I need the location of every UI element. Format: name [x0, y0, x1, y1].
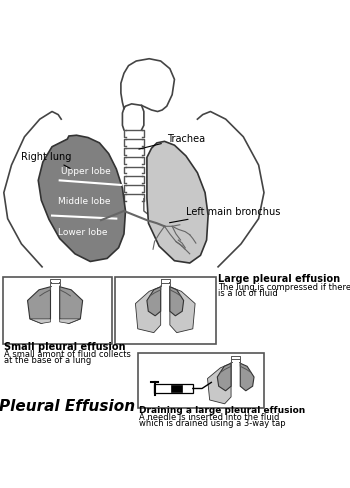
FancyBboxPatch shape [115, 277, 216, 345]
Polygon shape [28, 287, 50, 324]
Text: which is drained using a 3-way tap: which is drained using a 3-way tap [139, 418, 286, 427]
Polygon shape [135, 287, 161, 333]
FancyBboxPatch shape [138, 354, 264, 408]
Text: Lower lobe: Lower lobe [58, 227, 107, 237]
Text: Pleural Effusion: Pleural Effusion [0, 398, 135, 413]
Polygon shape [147, 142, 208, 264]
Polygon shape [147, 287, 161, 316]
Text: The lung is compressed if there: The lung is compressed if there [218, 283, 350, 291]
Polygon shape [208, 364, 231, 404]
Text: Upper lobe: Upper lobe [61, 166, 111, 175]
Text: Middle lobe: Middle lobe [58, 197, 110, 206]
Text: A small amont of fluid collects: A small amont of fluid collects [4, 349, 131, 358]
Polygon shape [170, 287, 195, 333]
FancyBboxPatch shape [3, 277, 112, 345]
Polygon shape [170, 287, 184, 316]
Polygon shape [60, 319, 80, 324]
Text: Large pleural effusion: Large pleural effusion [218, 274, 340, 284]
Text: Trachea: Trachea [139, 133, 205, 150]
Polygon shape [217, 364, 231, 391]
Text: A needle is inserted into the fluid: A needle is inserted into the fluid [139, 412, 280, 421]
Polygon shape [30, 319, 50, 324]
Text: is a lot of fluid: is a lot of fluid [218, 288, 278, 298]
Polygon shape [60, 287, 83, 324]
Text: Right lung: Right lung [21, 152, 72, 169]
Polygon shape [240, 364, 254, 391]
FancyBboxPatch shape [154, 384, 193, 394]
Text: Left main bronchus: Left main bronchus [169, 206, 280, 224]
Text: Draining a large pleural effusion: Draining a large pleural effusion [139, 406, 306, 414]
Text: Small pleural effusion: Small pleural effusion [4, 341, 125, 351]
Polygon shape [38, 136, 126, 262]
Text: at the base of a lung: at the base of a lung [4, 355, 91, 364]
FancyBboxPatch shape [172, 385, 182, 392]
